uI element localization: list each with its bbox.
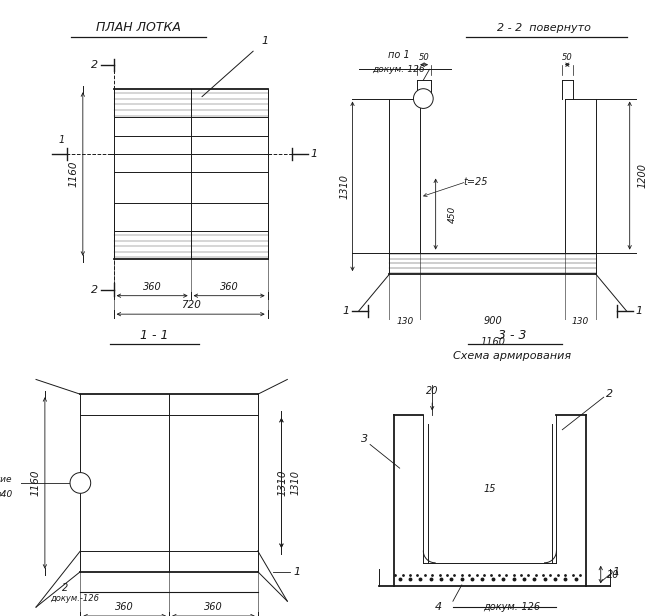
Text: ПЛАН ЛОТКА: ПЛАН ЛОТКА: [96, 21, 181, 34]
Text: 50: 50: [562, 52, 573, 62]
Text: 50: 50: [419, 52, 430, 62]
Text: 3 - 3: 3 - 3: [498, 328, 526, 342]
Text: 2 - 2  повернуто: 2 - 2 повернуто: [497, 23, 590, 33]
Text: ф40: ф40: [0, 490, 13, 500]
Text: 1: 1: [612, 567, 619, 577]
Text: Схема армирования: Схема армирования: [453, 351, 571, 361]
Text: 15: 15: [483, 484, 496, 494]
Text: 720: 720: [181, 301, 201, 310]
Text: Отверстие: Отверстие: [0, 476, 13, 485]
Text: 1: 1: [311, 149, 318, 159]
Text: 20: 20: [607, 570, 619, 580]
Text: 130: 130: [572, 317, 589, 326]
Text: 1 - 1: 1 - 1: [140, 328, 168, 342]
Text: 1160: 1160: [68, 161, 78, 187]
Text: 2: 2: [606, 389, 613, 399]
Text: 1160: 1160: [30, 469, 40, 496]
Text: 1310: 1310: [340, 174, 350, 199]
Circle shape: [414, 89, 433, 108]
Text: 2: 2: [91, 285, 98, 294]
Text: 900: 900: [483, 316, 502, 326]
Text: 4: 4: [434, 602, 442, 612]
Text: 1: 1: [293, 567, 300, 577]
Text: 1: 1: [261, 36, 269, 46]
Text: 1: 1: [342, 306, 349, 316]
Text: 2: 2: [62, 583, 69, 593]
Circle shape: [70, 472, 91, 493]
Text: 450: 450: [448, 205, 457, 223]
Text: 1200: 1200: [637, 163, 647, 188]
Text: 20: 20: [426, 386, 438, 395]
Text: 360: 360: [219, 282, 239, 292]
Text: 1: 1: [58, 135, 64, 145]
Text: 1310: 1310: [290, 471, 300, 495]
Text: 1: 1: [636, 306, 643, 316]
Text: 1310: 1310: [277, 469, 287, 496]
Text: 360: 360: [143, 282, 162, 292]
Text: 360: 360: [204, 602, 223, 612]
Text: по 1: по 1: [388, 51, 410, 60]
Text: 2: 2: [91, 60, 98, 70]
Text: докум.-126: докум.-126: [483, 602, 540, 612]
Text: 1160: 1160: [480, 338, 505, 347]
Text: 360: 360: [115, 602, 134, 612]
Text: докум.-126: докум.-126: [50, 594, 99, 603]
Text: докум.-126: докум.-126: [373, 65, 425, 74]
Text: 3: 3: [361, 434, 368, 444]
Text: t=25: t=25: [463, 177, 488, 187]
Text: 130: 130: [396, 317, 414, 326]
